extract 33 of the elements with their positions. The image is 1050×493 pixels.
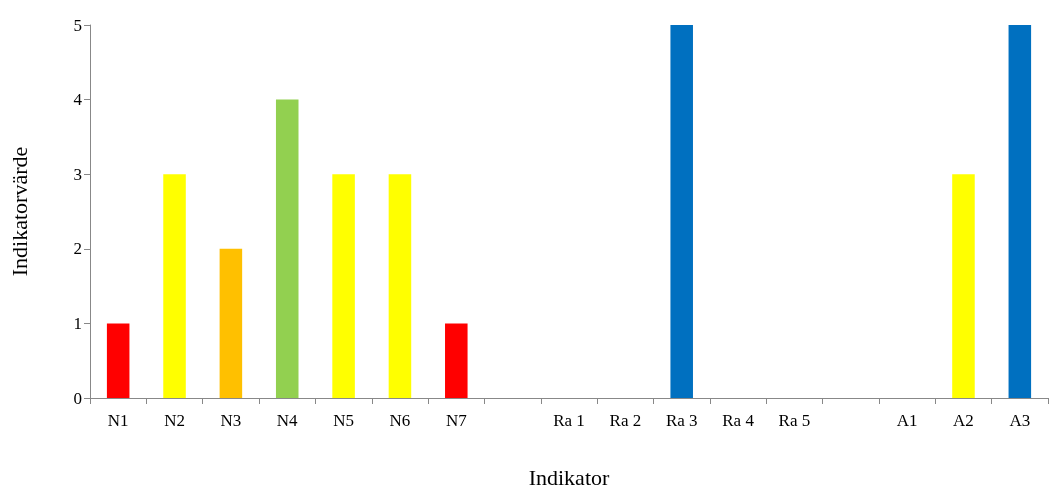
x-tick-label: N5 [333, 411, 354, 430]
bar [445, 323, 468, 398]
bar [1008, 25, 1032, 398]
bar [670, 25, 693, 398]
x-tick-label: Ra 2 [609, 411, 642, 430]
x-tick-label: N7 [445, 411, 468, 430]
y-tick-label: 1 [73, 313, 82, 333]
bar [952, 174, 975, 398]
bar [219, 248, 243, 398]
y-tick-label: 2 [73, 239, 82, 259]
x-tick-label: N3 [220, 411, 242, 430]
x-tick-label: Ra 1 [553, 411, 585, 430]
y-tick-label: 5 [73, 15, 82, 35]
x-tick-label: N1 [107, 411, 129, 430]
x-tick-label: N6 [389, 411, 411, 430]
y-tick-label: 0 [73, 388, 82, 408]
x-tick-label: Ra 3 [665, 411, 698, 430]
bar [388, 174, 412, 398]
bar [275, 99, 299, 398]
x-tick-label: Ra 5 [778, 411, 811, 430]
x-tick-label: N2 [164, 411, 185, 430]
x-tick-label: N4 [276, 411, 299, 430]
bar [106, 323, 130, 398]
bar [163, 174, 186, 398]
y-tick-label: 4 [73, 90, 83, 110]
x-tick-label: A2 [953, 411, 974, 430]
x-tick-label: Ra 4 [722, 411, 755, 430]
bar [332, 174, 355, 398]
y-axis-title: Indikatorvärde [6, 146, 32, 277]
x-tick-label: A3 [1009, 411, 1031, 430]
y-tick-label: 3 [73, 164, 82, 184]
x-axis-title: Indikator [528, 464, 610, 490]
x-tick-label: A1 [896, 411, 918, 430]
